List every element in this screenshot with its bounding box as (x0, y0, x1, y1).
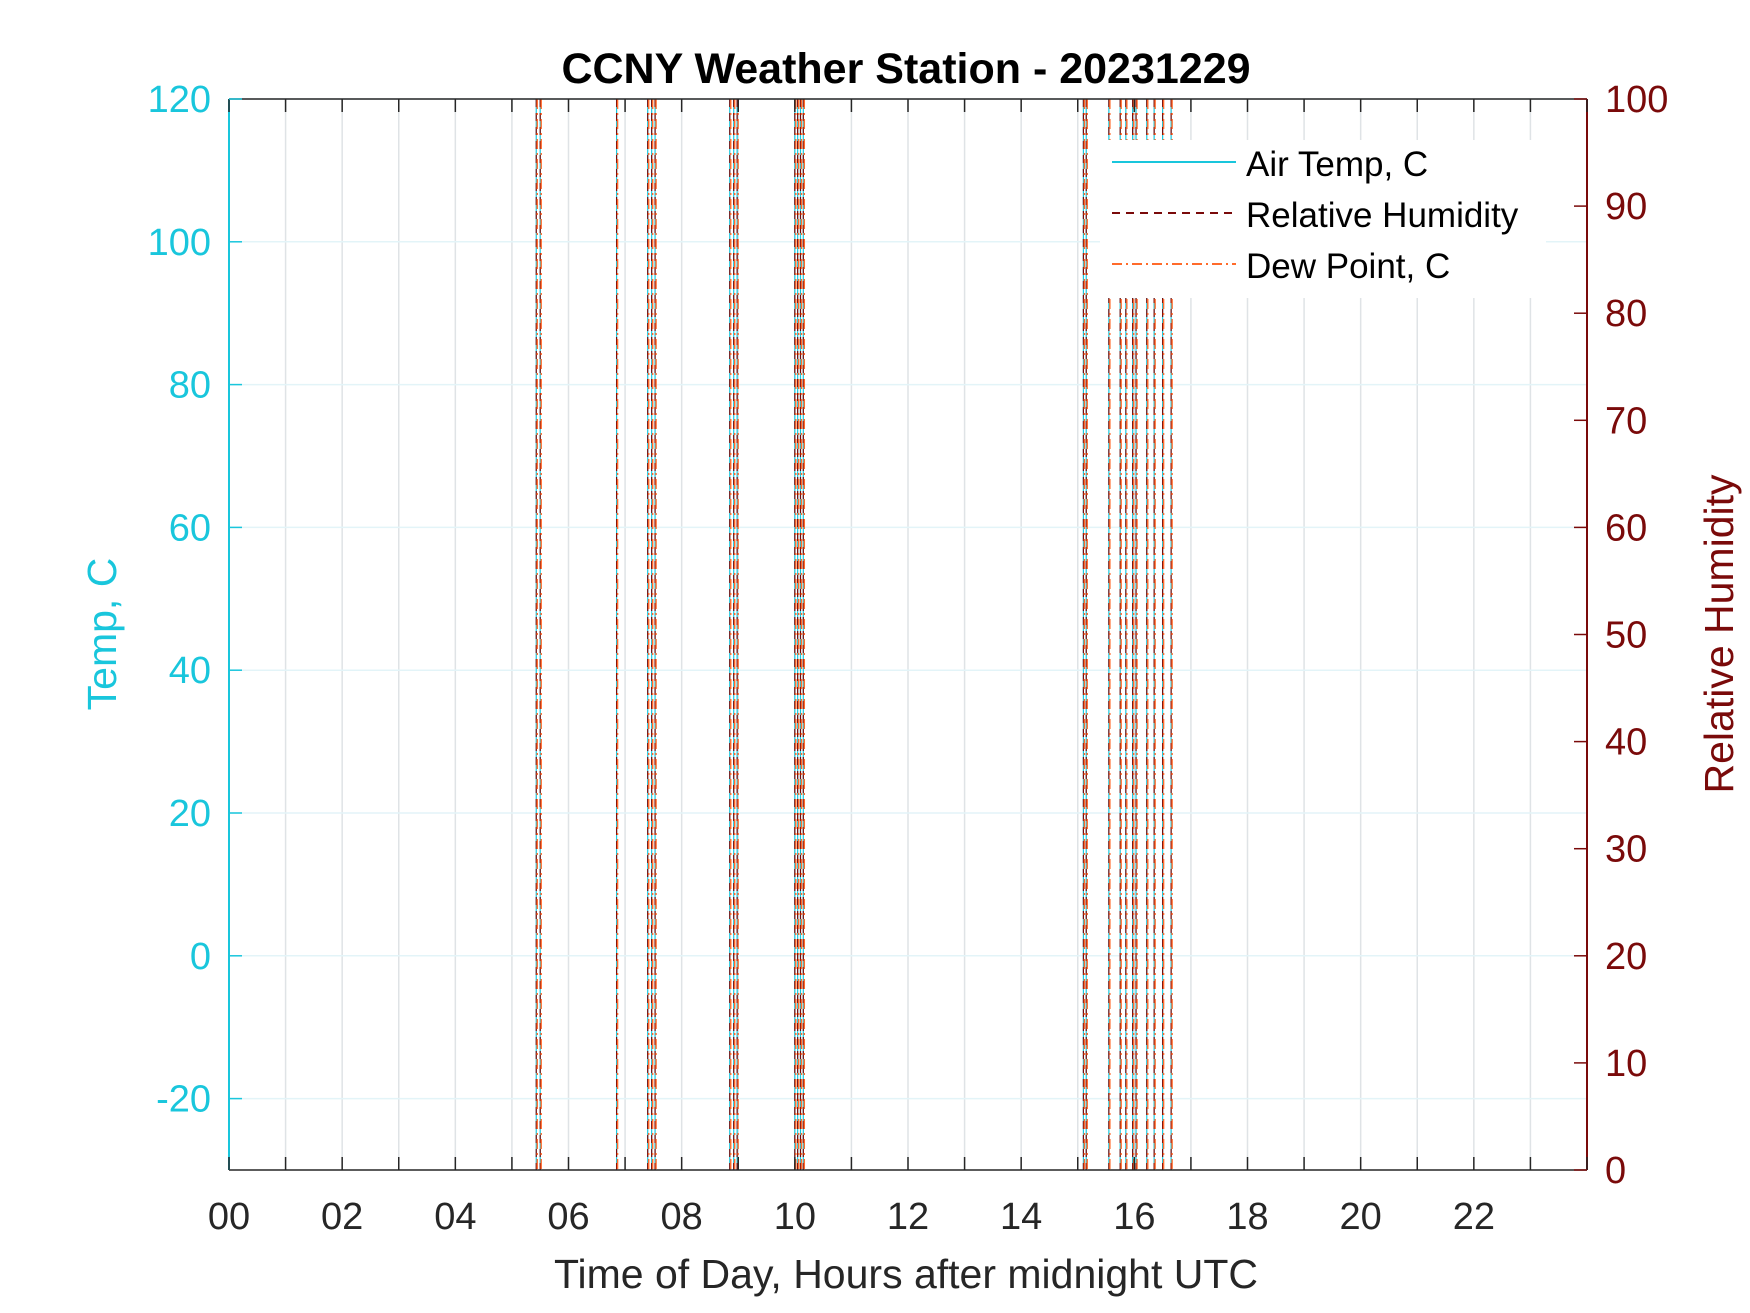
axes (228, 98, 1588, 1171)
x-tick-label: 00 (208, 1196, 250, 1238)
legend-entry-dew-point: Dew Point, C (1246, 247, 1450, 286)
y-left-tick-label: 0 (190, 936, 211, 978)
y-right-tick-label: 20 (1605, 936, 1647, 978)
y-right-tick-label: 40 (1605, 722, 1647, 764)
y-left-tick-label: 40 (169, 650, 211, 692)
y-left-tick-label: 100 (148, 222, 211, 264)
legend-box (1100, 140, 1546, 298)
x-tick-label: 02 (321, 1196, 363, 1238)
x-tick-label: 06 (547, 1196, 589, 1238)
y-right-tick-label: 60 (1605, 507, 1647, 549)
y-left-tick-label: 80 (169, 365, 211, 407)
y-axis-left-label: Temp, C (79, 558, 125, 711)
y-right-tick-label: 0 (1605, 1150, 1626, 1192)
x-tick-label: 18 (1226, 1196, 1268, 1238)
x-axis-label: Time of Day, Hours after midnight UTC (554, 1251, 1258, 1297)
x-tick-label: 10 (774, 1196, 816, 1238)
x-tick-label: 08 (661, 1196, 703, 1238)
y-right-tick-label: 50 (1605, 615, 1647, 657)
y-right-tick-label: 80 (1605, 293, 1647, 335)
legend-entry-relative-humidity: Relative Humidity (1246, 196, 1519, 235)
x-tick-label: 14 (1000, 1196, 1042, 1238)
x-tick-label: 22 (1453, 1196, 1495, 1238)
x-tick-label: 12 (887, 1196, 929, 1238)
legend-entry-air-temp: Air Temp, C (1246, 145, 1428, 184)
y-left-tick-label: 120 (148, 79, 211, 121)
y-right-tick-label: 10 (1605, 1043, 1647, 1085)
chart-title: CCNY Weather Station - 20231229 (561, 45, 1250, 93)
x-tick-label: 20 (1340, 1196, 1382, 1238)
tick-labels: 00 02 04 06 08 10 12 14 16 18 20 22-200204060801001… (148, 79, 1669, 1238)
y-left-tick-label: 60 (169, 507, 211, 549)
y-right-tick-label: 30 (1605, 829, 1647, 871)
y-right-tick-label: 90 (1605, 186, 1647, 228)
y-right-tick-label: 100 (1605, 79, 1668, 121)
y-left-tick-label: -20 (156, 1079, 211, 1121)
y-axis-right-label: Relative Humidity (1696, 474, 1742, 793)
y-left-tick-label: 20 (169, 793, 211, 835)
y-right-tick-label: 70 (1605, 400, 1647, 442)
x-tick-label: 16 (1113, 1196, 1155, 1238)
legend: Air Temp, C Relative Humidity Dew Point,… (1100, 140, 1546, 298)
x-tick-label: 04 (434, 1196, 476, 1238)
data-series (535, 99, 1173, 1170)
